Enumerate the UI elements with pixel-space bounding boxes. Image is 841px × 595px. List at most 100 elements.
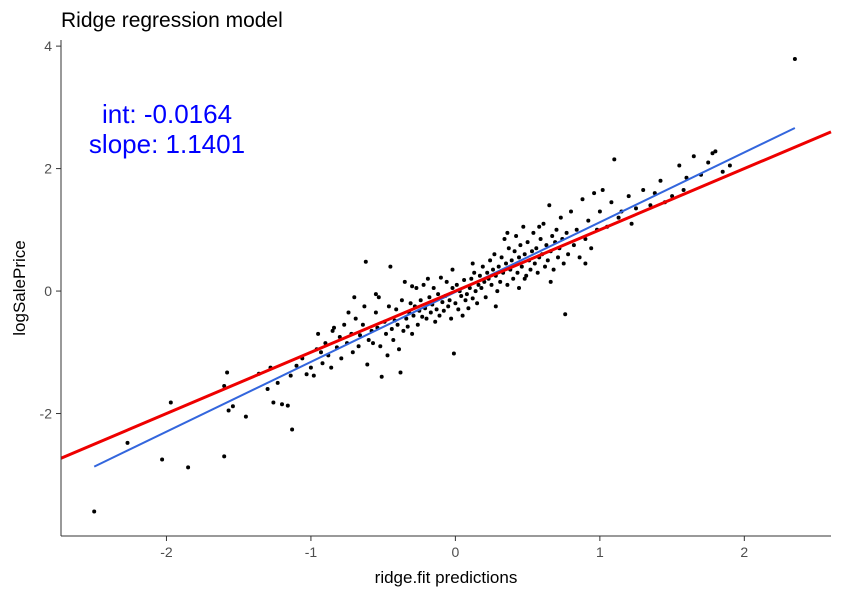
data-point (547, 203, 552, 208)
data-point (464, 292, 469, 297)
data-point (92, 509, 97, 514)
data-point (616, 215, 621, 220)
y-tick-label: 2 (44, 161, 52, 177)
data-point (583, 261, 588, 266)
data-point (186, 465, 191, 470)
y-axis-label: logSalePrice (10, 240, 29, 335)
data-point (225, 370, 230, 375)
data-point (350, 350, 355, 355)
data-point (574, 227, 579, 232)
data-point (388, 264, 393, 269)
data-point (168, 400, 173, 405)
data-point (346, 310, 351, 315)
data-point (226, 408, 231, 413)
data-point (386, 304, 391, 309)
data-point (483, 295, 488, 300)
data-point (482, 279, 487, 284)
data-point (597, 209, 602, 214)
data-point (534, 246, 539, 251)
x-tick-label: 2 (740, 544, 748, 560)
data-point (427, 295, 432, 300)
data-point (558, 215, 563, 220)
data-point (554, 227, 559, 232)
data-point (391, 338, 396, 342)
data-point (424, 316, 429, 321)
data-point (561, 261, 566, 266)
data-point (222, 454, 227, 459)
data-point (530, 249, 534, 254)
data-point (320, 361, 325, 366)
data-point (389, 327, 394, 331)
data-point (404, 316, 409, 321)
data-point (551, 267, 556, 272)
data-point (440, 300, 445, 305)
data-point (311, 373, 316, 378)
data-point (609, 200, 614, 205)
data-point (648, 203, 653, 208)
data-point (541, 221, 546, 226)
data-point (525, 240, 530, 245)
data-point (353, 316, 358, 321)
data-point (545, 258, 550, 263)
data-point (524, 273, 529, 278)
data-point (475, 301, 480, 306)
data-point (563, 312, 568, 317)
data-point (339, 356, 344, 361)
data-point (402, 279, 407, 284)
data-point (397, 347, 401, 352)
data-point (125, 440, 130, 445)
data-points (92, 57, 797, 514)
data-point (456, 307, 461, 312)
data-point (505, 230, 510, 235)
data-point (411, 313, 416, 318)
data-point (566, 252, 571, 257)
data-point (548, 279, 553, 284)
data-point (710, 151, 715, 156)
x-tick-label: -2 (160, 544, 173, 560)
data-point (441, 308, 446, 313)
data-point (316, 331, 321, 336)
data-point (477, 273, 482, 278)
data-point (379, 374, 384, 379)
data-point (447, 298, 452, 303)
data-point (538, 237, 543, 241)
data-point (378, 344, 383, 349)
data-point (677, 163, 682, 168)
x-axis-label: ridge.fit predictions (375, 568, 518, 587)
data-point (713, 149, 718, 154)
data-point (499, 255, 504, 260)
data-point (491, 267, 495, 272)
data-point (514, 234, 519, 238)
data-point (329, 365, 334, 370)
data-point (681, 188, 686, 192)
data-point (502, 237, 507, 241)
data-point (420, 314, 425, 319)
data-point (337, 335, 342, 339)
data-point (463, 298, 468, 303)
data-point (428, 310, 433, 315)
data-point (580, 197, 585, 202)
data-point (519, 264, 524, 269)
data-point (399, 298, 404, 303)
data-point (360, 322, 365, 327)
data-point (586, 218, 591, 223)
data-point (470, 296, 475, 301)
data-point (410, 331, 415, 336)
data-point (288, 373, 293, 378)
data-point (720, 169, 725, 174)
data-point (589, 246, 594, 251)
y-tick-label: -2 (40, 406, 53, 422)
data-point (528, 267, 533, 272)
data-point (356, 344, 361, 349)
data-point (342, 322, 347, 327)
data-point (280, 402, 284, 407)
data-point (641, 188, 646, 192)
data-point (459, 294, 464, 298)
data-point (577, 255, 582, 260)
data-point (285, 403, 290, 408)
data-point (550, 234, 555, 238)
data-point (431, 286, 436, 290)
data-point (332, 325, 336, 330)
data-point (160, 457, 165, 462)
data-point (365, 362, 370, 367)
